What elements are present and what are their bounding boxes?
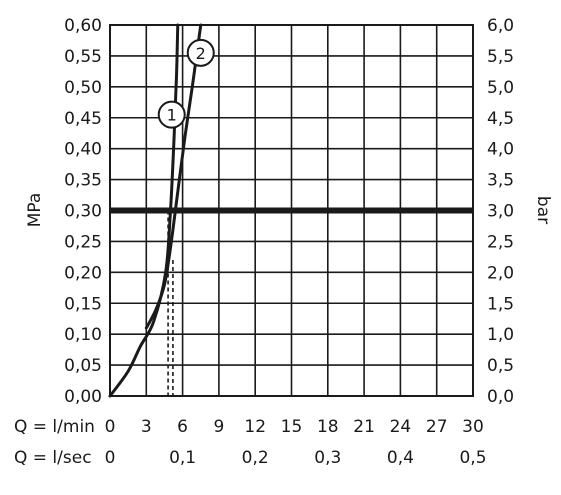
y-left-tick-label: 0,35 (64, 171, 102, 191)
y-left-tick-label: 0,50 (64, 78, 102, 98)
x-secondary-tick-label: 0,1 (169, 448, 196, 468)
y-left-tick-label: 0,10 (64, 325, 102, 345)
tick-labels: 0,000,050,100,150,200,250,300,350,400,45… (64, 16, 514, 468)
curve-label-circle (157, 100, 186, 129)
y-left-tick-label: 0,45 (64, 109, 102, 129)
x-secondary-tick-label: 0,3 (314, 448, 341, 468)
curve-annotations: 12 (157, 38, 215, 129)
y-right-tick-label: 3,0 (487, 202, 514, 222)
x-primary-tick-label: 18 (317, 417, 339, 437)
x-primary-tick-label: 12 (244, 417, 266, 437)
y-right-tick-label: 4,0 (487, 140, 514, 160)
y-left-tick-label: 0,40 (64, 140, 102, 160)
x-primary-tick-label: 30 (462, 417, 484, 437)
curve-label-text: 1 (167, 106, 177, 125)
x-primary-tick-label: 24 (390, 417, 412, 437)
x-secondary-axis-title: Q = l/sec (14, 448, 92, 468)
y-right-axis-title: bar (533, 196, 553, 224)
y-right-tick-label: 0,5 (487, 356, 514, 376)
y-right-tick-label: 2,5 (487, 232, 514, 252)
y-right-tick-label: 2,0 (487, 263, 514, 283)
x-primary-axis-title: Q = l/min (14, 417, 95, 437)
x-primary-tick-label: 21 (353, 417, 375, 437)
y-left-axis-title: MPa (25, 193, 45, 228)
y-right-tick-label: 5,5 (487, 47, 514, 67)
series-layer (108, 23, 203, 398)
y-left-tick-label: 0,60 (64, 16, 102, 36)
curve-label-text: 2 (196, 44, 206, 63)
y-left-tick-label: 0,00 (64, 387, 102, 407)
y-right-tick-label: 0,0 (487, 387, 514, 407)
y-right-tick-label: 6,0 (487, 16, 514, 36)
y-left-tick-label: 0,30 (64, 202, 102, 222)
y-left-tick-label: 0,05 (64, 356, 102, 376)
y-left-tick-label: 0,20 (64, 263, 102, 283)
x-primary-tick-label: 9 (213, 417, 224, 437)
y-right-tick-label: 3,5 (487, 171, 514, 191)
x-secondary-tick-label: 0 (105, 448, 116, 468)
y-left-tick-label: 0,25 (64, 232, 102, 252)
x-secondary-tick-label: 0,2 (242, 448, 269, 468)
x-primary-tick-label: 6 (177, 417, 188, 437)
curve-label-circle (186, 38, 215, 67)
plot-frame (109, 24, 474, 397)
y-left-tick-label: 0,15 (64, 294, 102, 314)
x-secondary-tick-label: 0,5 (459, 448, 486, 468)
y-right-tick-label: 1,5 (487, 294, 514, 314)
plot-border (109, 24, 474, 397)
y-right-tick-label: 5,0 (487, 78, 514, 98)
y-left-tick-label: 0,55 (64, 47, 102, 67)
x-primary-tick-label: 0 (105, 417, 116, 437)
x-primary-tick-label: 15 (281, 417, 303, 437)
x-primary-tick-label: 27 (426, 417, 448, 437)
x-secondary-tick-label: 0,4 (387, 448, 414, 468)
y-right-tick-label: 4,5 (487, 109, 514, 129)
y-right-tick-label: 1,0 (487, 325, 514, 345)
x-primary-tick-label: 3 (141, 417, 152, 437)
series-line-2 (144, 23, 203, 330)
